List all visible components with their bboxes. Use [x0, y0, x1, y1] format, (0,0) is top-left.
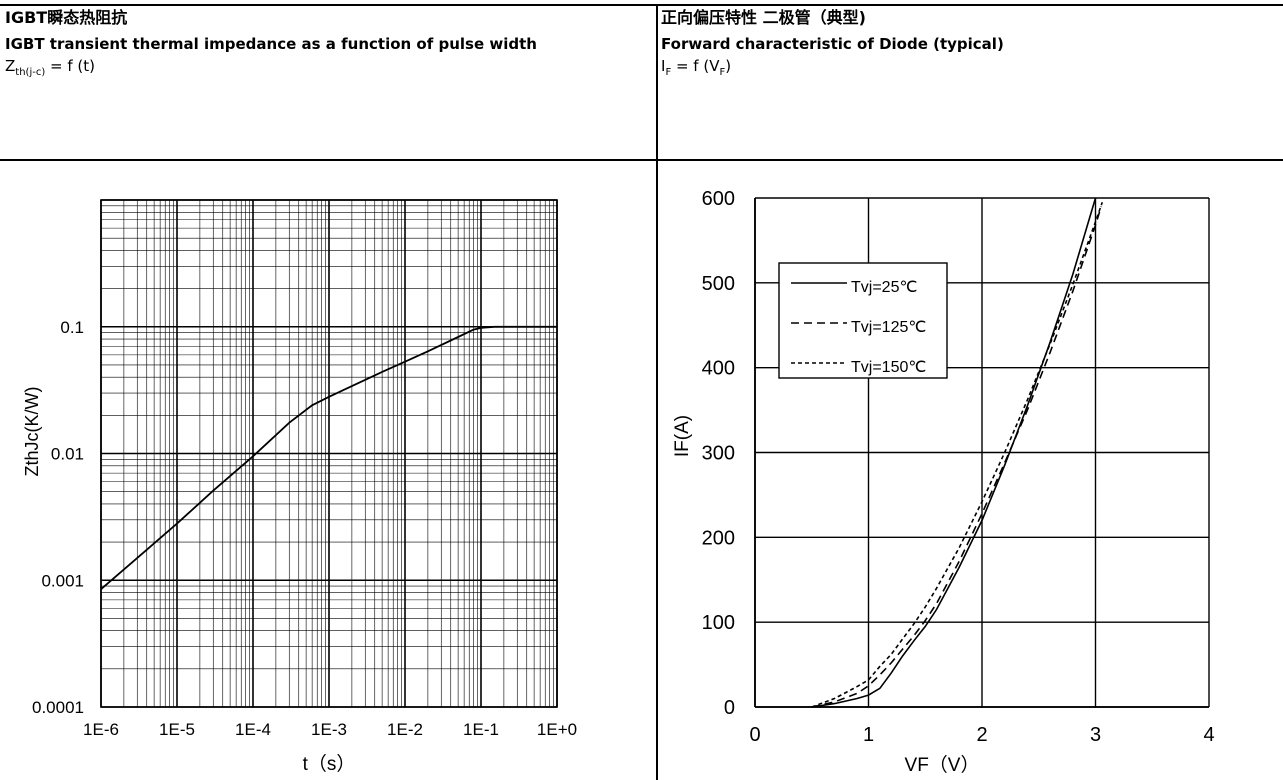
- right-header: 正向偏压特性 二极管（典型) Forward characteristic of…: [661, 8, 1004, 83]
- x-tick-label: 1E-6: [83, 720, 119, 739]
- right-formula: IF = f (VF): [661, 57, 732, 78]
- x-axis-label: t（s）: [303, 753, 356, 775]
- x-tick-label: 0: [749, 724, 760, 746]
- x-tick-label: 2: [976, 724, 987, 746]
- left-title-en: IGBT transient thermal impedance as a fu…: [5, 35, 537, 53]
- y-tick-label: 0.0001: [32, 698, 84, 717]
- plot-area-border: [100, 199, 558, 708]
- right-title-en: Forward characteristic of Diode (typical…: [661, 35, 1004, 53]
- x-tick-label: 1E-4: [235, 720, 271, 739]
- x-tick-label: 1E+0: [537, 720, 577, 739]
- legend-label: Tvj=125℃: [851, 319, 926, 336]
- x-tick-label: 4: [1203, 724, 1214, 746]
- y-tick-label: 100: [702, 612, 735, 634]
- y-tick-label: 600: [702, 188, 735, 210]
- y-tick-label: 200: [702, 527, 735, 549]
- x-tick-label: 1E-5: [159, 720, 195, 739]
- thermal-impedance-chart: 1E-6 1E-5 1E-4 1E-3 1E-2 1E-1 1E+0 0.0001 0.001 0…: [22, 199, 577, 775]
- legend-label: Tvj=25℃: [851, 279, 917, 296]
- y-axis-label: IF(A): [672, 415, 693, 457]
- right-title-zh: 正向偏压特性 二极管（典型): [661, 8, 866, 27]
- left-header: IGBT瞬态热阻抗 IGBT transient thermal impedan…: [5, 8, 537, 83]
- legend-label: Tvj=150℃: [851, 359, 926, 376]
- left-title-zh: IGBT瞬态热阻抗: [5, 8, 128, 27]
- series-line: [811, 197, 1097, 708]
- y-tick-label: 0.1: [60, 318, 84, 337]
- x-tick-label: 1E-2: [387, 720, 423, 739]
- x-tick-label: 1E-3: [311, 720, 347, 739]
- panel-divider: [656, 4, 658, 780]
- y-tick-label: 400: [702, 358, 735, 380]
- x-tick-label: 1E-1: [463, 720, 499, 739]
- x-tick-label: 3: [1090, 724, 1101, 746]
- legend-box: [778, 262, 948, 379]
- y-tick-label: 0.001: [41, 571, 84, 590]
- zth-curve: [100, 325, 557, 590]
- x-tick-label: 1: [863, 724, 874, 746]
- left-formula: Zth(j-c) = f (t): [5, 57, 95, 78]
- y-tick-label: 500: [702, 273, 735, 295]
- y-tick-label: 0.01: [51, 445, 84, 464]
- y-axis-label: ZthJc(K/W): [22, 387, 42, 477]
- series-line: [811, 206, 1102, 708]
- header-divider: [0, 159, 1283, 161]
- y-tick-label: 300: [702, 443, 735, 465]
- top-border: [0, 4, 1283, 6]
- y-tick-label: 0: [724, 697, 735, 719]
- x-axis-label: VF（V）: [905, 754, 980, 776]
- forward-characteristic-chart: 0 1 2 3 4 0 100 200 300 400 500 600 VF（V） IF(A) Tvj=25…: [672, 188, 1215, 776]
- series-line: [811, 201, 1104, 708]
